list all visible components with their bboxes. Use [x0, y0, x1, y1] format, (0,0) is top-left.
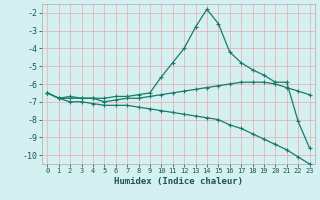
- X-axis label: Humidex (Indice chaleur): Humidex (Indice chaleur): [114, 177, 243, 186]
